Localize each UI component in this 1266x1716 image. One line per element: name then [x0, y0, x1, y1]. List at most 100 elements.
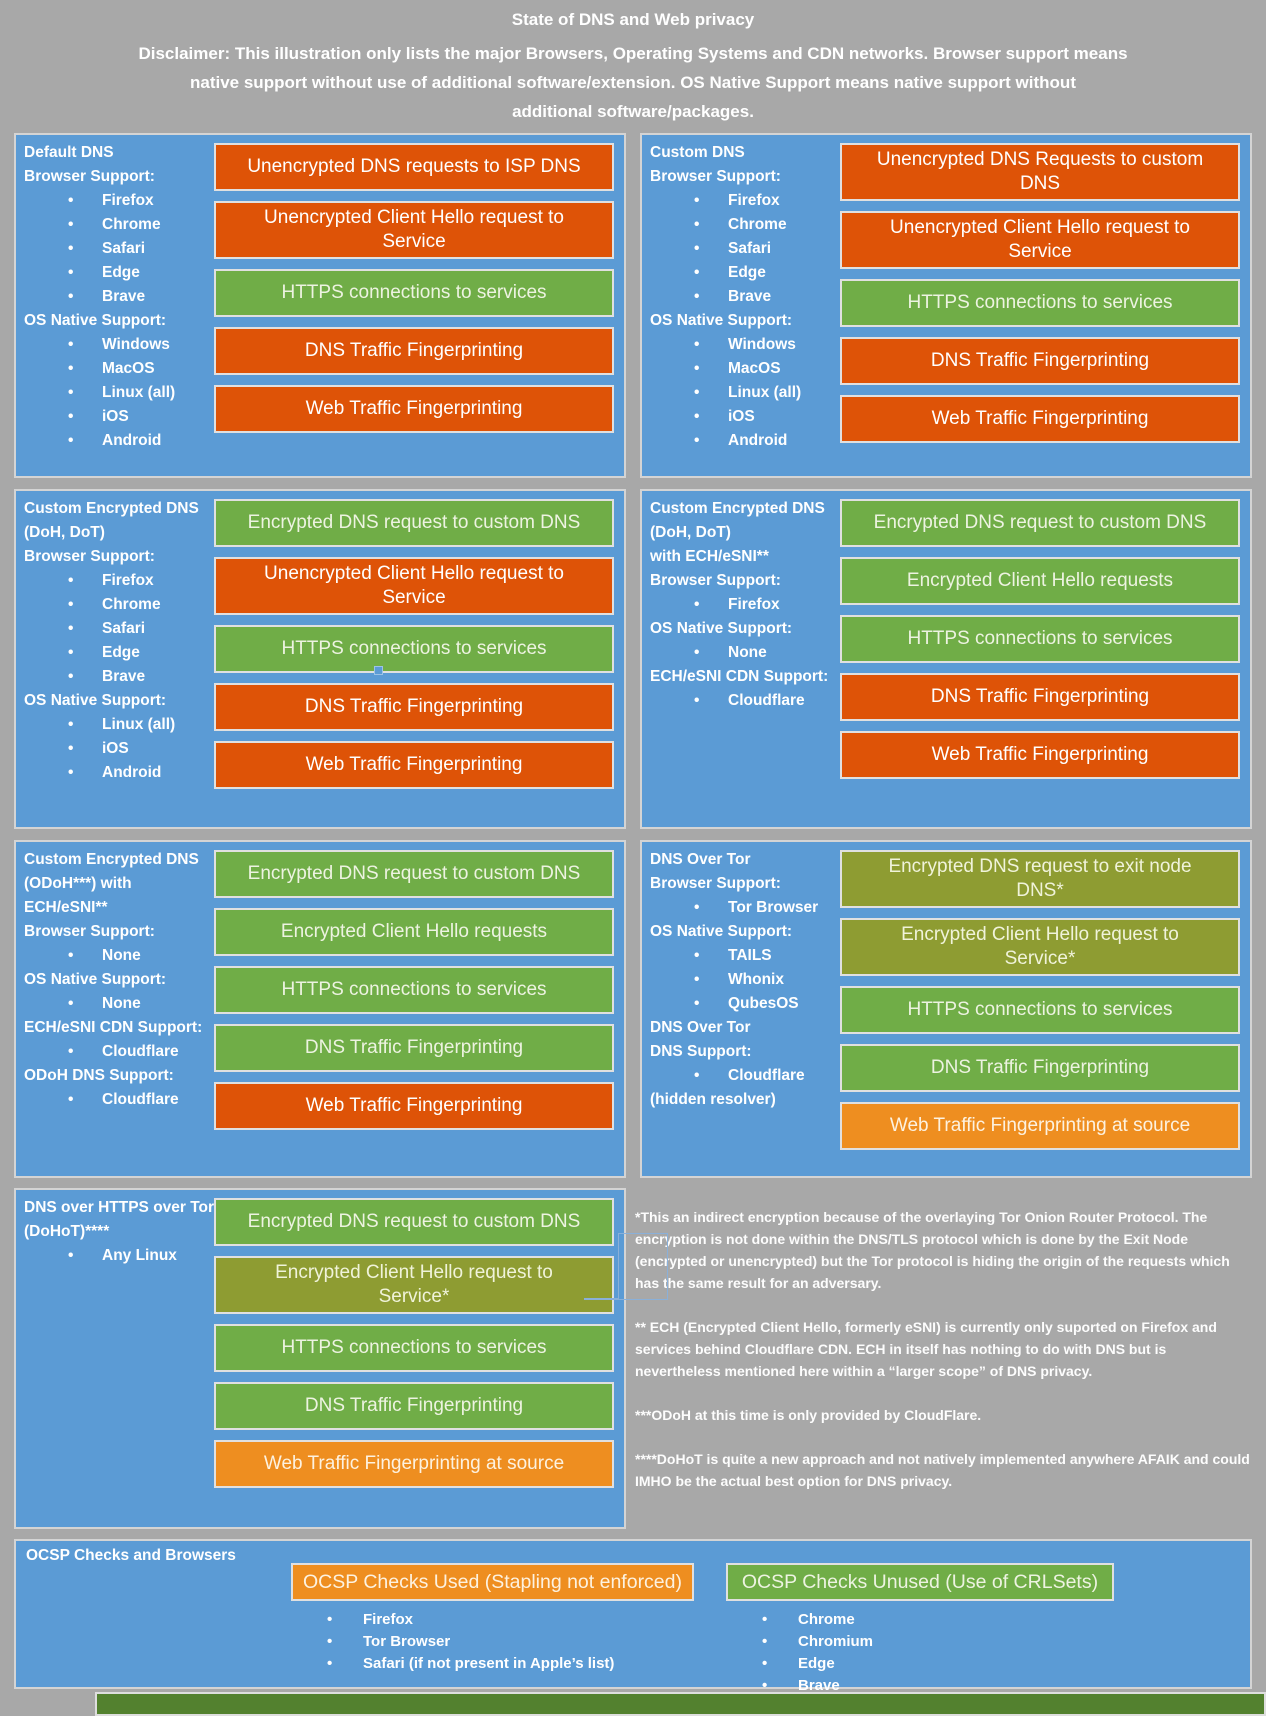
- status-bar: Encrypted Client Hello request to Servic…: [214, 1256, 614, 1314]
- list-item-label: iOS: [102, 740, 129, 757]
- info-line: Browser Support:: [650, 168, 781, 185]
- panel-info: Default DNS Browser Support: • Firefox • Chro…: [16, 135, 212, 453]
- list-item-label: Chrome: [728, 216, 787, 233]
- bullet-icon: •: [68, 668, 74, 685]
- bullet-icon: •: [68, 740, 74, 757]
- status-bar: Web Traffic Fingerprinting: [214, 1082, 614, 1130]
- list-item-label: Brave: [798, 1677, 840, 1694]
- bullet-icon: •: [68, 620, 74, 637]
- list-item-label: iOS: [102, 408, 129, 425]
- bullet-icon: •: [694, 644, 700, 661]
- bullet-icon: •: [694, 240, 700, 257]
- status-bar: DNS Traffic Fingerprinting: [840, 673, 1240, 721]
- info-line: Custom Encrypted DNS: [24, 500, 199, 517]
- list-item-label: None: [102, 995, 141, 1012]
- bullet-icon: •: [68, 192, 74, 209]
- info-line: ECH/eSNI CDN Support:: [650, 668, 829, 685]
- stray-callout-outline: [618, 1233, 668, 1300]
- list-item: • iOS: [24, 405, 208, 429]
- list-item: • Android: [650, 429, 834, 453]
- bullet-icon: •: [694, 432, 700, 449]
- info-line: Browser Support:: [650, 875, 781, 892]
- panel-dohot: DNS over HTTPS over Tor (DoHoT)**** • Any L…: [14, 1188, 626, 1529]
- status-bar: Encrypted DNS request to custom DNS: [214, 499, 614, 547]
- list-item: • iOS: [24, 737, 208, 761]
- status-bar: DNS Traffic Fingerprinting: [840, 337, 1240, 385]
- info-line: with ECH/eSNI**: [650, 548, 769, 565]
- list-item-label: Edge: [102, 644, 140, 661]
- disclaimer-text: Disclaimer: This illustration only lists…: [138, 44, 1128, 121]
- list-item: • Firefox: [650, 189, 834, 213]
- status-bar: Encrypted DNS request to exit node DNS*: [840, 850, 1240, 908]
- list-item-label: Android: [728, 432, 788, 449]
- list-item: • Chromium: [726, 1631, 1114, 1653]
- panel-info: DNS over HTTPS over Tor (DoHoT)**** • Any L…: [16, 1190, 214, 1268]
- info-line: (DoHoT)****: [24, 1223, 110, 1240]
- bullet-icon: •: [68, 240, 74, 257]
- list-item: • Safari: [24, 237, 208, 261]
- bullet-icon: •: [68, 1091, 74, 1108]
- bullet-icon: •: [694, 692, 700, 709]
- ocsp-unused-bar: OCSP Checks Unused (Use of CRLSets): [726, 1563, 1114, 1601]
- list-item: • Brave: [24, 285, 208, 309]
- info-line: Default DNS: [24, 144, 114, 161]
- ocsp-heading: OCSP Checks and Browsers: [26, 1547, 236, 1564]
- list-item: • MacOS: [24, 357, 208, 381]
- list-item: • None: [650, 641, 834, 665]
- bullet-icon: •: [694, 336, 700, 353]
- status-bar: Unencrypted DNS requests to ISP DNS: [214, 143, 614, 191]
- list-item-label: Safari (if not present in Apple’s list): [363, 1655, 615, 1672]
- bullet-icon: •: [68, 1247, 74, 1264]
- list-item-label: Android: [102, 432, 162, 449]
- bullet-icon: •: [68, 432, 74, 449]
- list-item: • Chrome: [650, 213, 834, 237]
- bullet-icon: •: [68, 384, 74, 401]
- ocsp-unused-column: OCSP Checks Unused (Use of CRLSets) • Chro…: [726, 1563, 1114, 1697]
- list-item-label: MacOS: [728, 360, 781, 377]
- list-item-label: Windows: [102, 336, 170, 353]
- bullet-icon: •: [762, 1633, 768, 1650]
- list-item: • Edge: [24, 261, 208, 285]
- bullet-icon: •: [694, 288, 700, 305]
- bullet-icon: •: [694, 1067, 700, 1084]
- list-item-label: Firefox: [102, 192, 154, 209]
- info-line: OS Native Support:: [650, 620, 793, 637]
- cutoff-green-bar: [95, 1692, 1266, 1716]
- info-line: Custom Encrypted DNS: [24, 851, 199, 868]
- panel-bars: Unencrypted DNS Requests to custom DNS Un…: [840, 143, 1240, 443]
- info-line: DNS Over Tor: [650, 1019, 751, 1036]
- list-item: • Brave: [726, 1675, 1114, 1697]
- list-item: • Windows: [650, 333, 834, 357]
- info-line: (ODoH***) with: [24, 875, 132, 892]
- bullet-icon: •: [694, 192, 700, 209]
- info-line: DNS Support:: [650, 1043, 752, 1060]
- list-item: • Chrome: [726, 1609, 1114, 1631]
- info-line: (DoH, DoT): [24, 524, 105, 541]
- info-line: OS Native Support:: [650, 923, 793, 940]
- list-item-label: MacOS: [102, 360, 155, 377]
- list-item: • Firefox: [24, 569, 208, 593]
- panel-info: Custom Encrypted DNS (ODoH***) with ECH/eS…: [16, 842, 212, 1112]
- page-title: State of DNS and Web privacy: [511, 10, 755, 29]
- status-bar: DNS Traffic Fingerprinting: [214, 327, 614, 375]
- bullet-icon: •: [68, 995, 74, 1012]
- status-bar: Web Traffic Fingerprinting: [214, 741, 614, 789]
- panel-info: DNS Over Tor Browser Support: • Tor Browser…: [642, 842, 838, 1112]
- list-item: • iOS: [650, 405, 834, 429]
- list-item: • Edge: [24, 641, 208, 665]
- info-line: OS Native Support:: [24, 692, 167, 709]
- panel-bars: Unencrypted DNS requests to ISP DNS Unenc…: [214, 143, 614, 433]
- bullet-icon: •: [694, 596, 700, 613]
- list-item: • Edge: [726, 1653, 1114, 1675]
- status-bar: HTTPS connections to services: [214, 1324, 614, 1372]
- list-item: • Android: [24, 429, 208, 453]
- status-bar: DNS Traffic Fingerprinting: [840, 1044, 1240, 1092]
- list-item-label: Firefox: [728, 192, 780, 209]
- list-item-label: Tor Browser: [363, 1633, 451, 1650]
- list-item-label: Chrome: [798, 1611, 855, 1628]
- panel-bars: Encrypted DNS request to exit node DNS* E…: [840, 850, 1240, 1150]
- bullet-icon: •: [694, 360, 700, 377]
- list-item-label: Tor Browser: [728, 899, 819, 916]
- list-item-label: Cloudflare: [102, 1091, 179, 1108]
- list-item: • Tor Browser: [650, 896, 834, 920]
